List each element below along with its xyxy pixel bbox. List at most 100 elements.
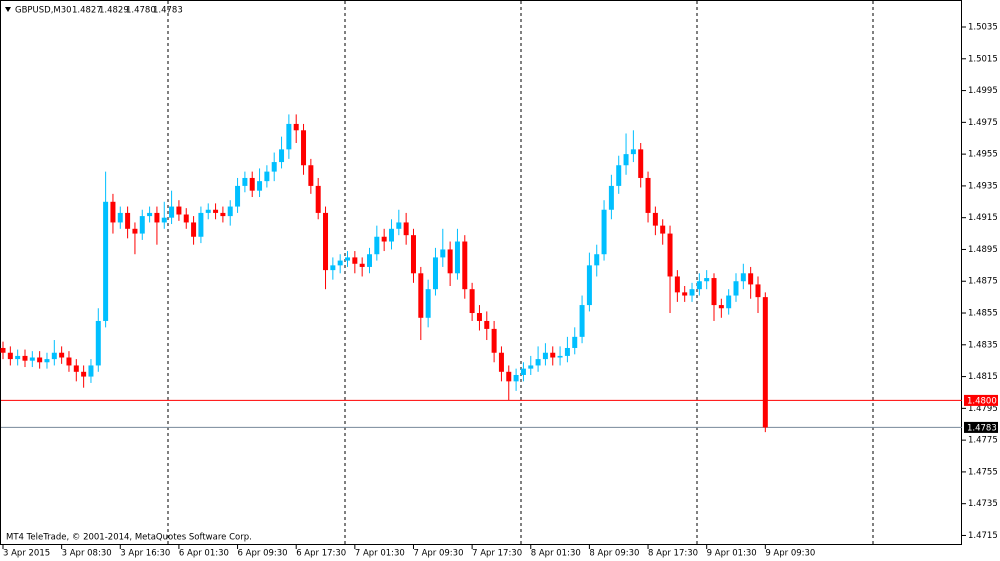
y-tick-label: 1.4755 — [968, 467, 998, 477]
candle-body — [535, 359, 541, 366]
candle-body — [301, 130, 307, 166]
candle-body — [352, 257, 358, 264]
candle-body — [469, 289, 475, 314]
candle-body — [579, 305, 585, 337]
footer: MT4 TeleTrade, © 2001-2014, MetaQuotes S… — [6, 533, 252, 543]
candle-body — [125, 212, 131, 229]
candle-body — [345, 257, 351, 261]
candle-body — [623, 154, 629, 166]
candle-body — [506, 371, 512, 382]
x-tick-label: 6 Apr 01:30 — [179, 549, 229, 559]
candle-body — [638, 149, 644, 178]
candle-body — [755, 284, 761, 298]
y-tick-label: 1.4975 — [968, 118, 998, 128]
level-label: 1.4783 — [967, 423, 997, 433]
level-label-box — [964, 394, 998, 406]
candle-body — [557, 355, 563, 358]
candle-body — [242, 177, 248, 186]
candle-body — [161, 217, 167, 223]
x-tick-label: 7 Apr 09:30 — [413, 549, 463, 559]
candle-body — [337, 260, 343, 266]
x-tick-label: 7 Apr 01:30 — [355, 549, 405, 559]
candle-body — [0, 347, 6, 353]
candle-body — [264, 171, 270, 182]
candle-body — [117, 212, 123, 223]
day-separators — [167, 1, 874, 545]
header-price: 1.4829 — [99, 6, 129, 16]
candle-body — [249, 177, 255, 191]
candle-body — [476, 313, 482, 321]
candle-body — [740, 273, 746, 282]
candle-body — [652, 212, 658, 226]
candle-body — [432, 257, 438, 290]
candle-body — [374, 236, 380, 255]
candle-body — [601, 209, 607, 255]
candle-body — [271, 162, 277, 172]
candle-body — [447, 249, 453, 274]
candle-body — [586, 265, 592, 306]
x-tick-label: 9 Apr 09:30 — [765, 549, 815, 559]
candle-body — [542, 352, 548, 360]
x-tick-label: 7 Apr 17:30 — [472, 549, 522, 559]
candle-body — [66, 357, 72, 366]
y-tick-label: 1.4935 — [968, 181, 998, 191]
y-tick-label: 1.4995 — [968, 86, 998, 96]
candle-body — [711, 278, 717, 306]
y-tick-label: 1.4835 — [968, 340, 998, 350]
x-tick-label: 3 Apr 2015 — [3, 549, 50, 559]
plot-frame — [0, 0, 962, 545]
candle-body — [704, 278, 710, 282]
candle-body — [498, 352, 504, 372]
candle-body — [674, 276, 680, 293]
candle-body — [484, 320, 490, 329]
candle-body — [616, 165, 622, 186]
y-tick-label: 1.4855 — [968, 309, 998, 319]
symbol: GBPUSD,M30 — [15, 6, 72, 16]
candle-body — [440, 249, 446, 258]
candle-body — [418, 273, 424, 318]
candle-body — [286, 123, 292, 150]
candle-body — [154, 212, 160, 223]
candle-body — [410, 235, 416, 274]
header-price: 1.4827 — [72, 6, 102, 16]
candle-body — [330, 265, 336, 271]
candle-body — [726, 295, 732, 309]
candle-body — [183, 214, 189, 223]
candle-body — [29, 357, 35, 361]
y-tick-label: 1.4795 — [968, 404, 998, 414]
candle-body — [367, 254, 372, 267]
candle-body — [213, 209, 219, 213]
candle-body — [44, 359, 50, 363]
candle-body — [388, 228, 394, 242]
candle-body — [73, 365, 79, 372]
y-tick-label: 1.4815 — [968, 372, 998, 382]
candle-body — [323, 212, 329, 271]
candle-body — [608, 185, 614, 210]
x-tick-label: 8 Apr 01:30 — [531, 549, 581, 559]
y-tick-label: 1.4895 — [968, 245, 998, 255]
candle-body — [594, 254, 600, 266]
candle-body — [103, 201, 109, 321]
candle-body — [462, 241, 468, 290]
candle-body — [59, 352, 65, 358]
candle-body — [15, 355, 21, 360]
y-tick-label: 1.4735 — [968, 499, 998, 509]
y-tick-label: 1.4875 — [968, 277, 998, 287]
candle-body — [176, 206, 182, 215]
candle-body — [51, 352, 57, 360]
candle-body — [748, 273, 754, 285]
candle-body — [22, 355, 28, 361]
candle-body — [396, 222, 402, 229]
candle-body — [315, 185, 321, 213]
candle-body — [630, 149, 636, 155]
candle-body — [491, 328, 497, 353]
candle-body — [205, 209, 211, 213]
candle-body — [88, 365, 94, 377]
x-tick-label: 3 Apr 16:30 — [120, 549, 170, 559]
y-tick-label: 1.4775 — [968, 436, 998, 446]
candle-body — [682, 292, 688, 296]
candle-body — [667, 233, 673, 277]
candle-body — [191, 222, 197, 237]
candle-body — [279, 149, 285, 163]
